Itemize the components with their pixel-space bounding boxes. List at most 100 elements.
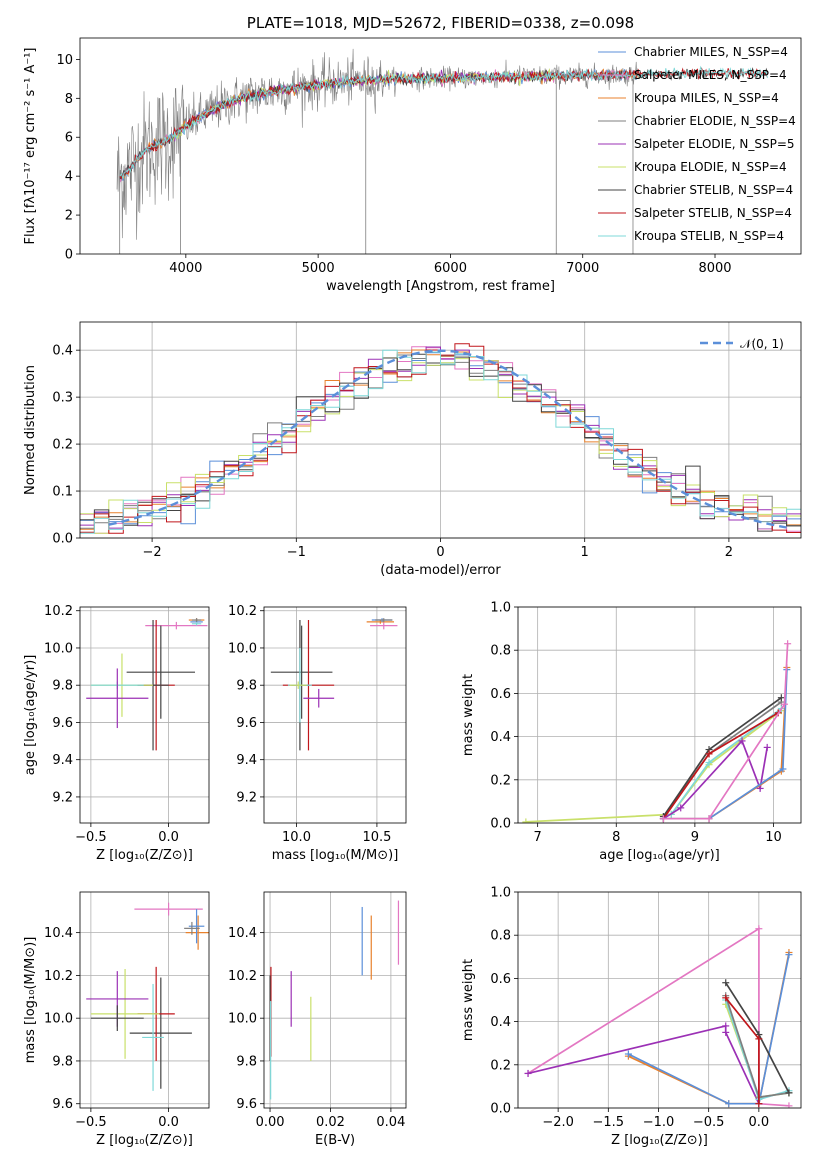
axes-frame [79, 321, 802, 539]
x-axis-label: Z [log₁₀(Z/Z⊙)] [96, 1133, 193, 1148]
legend-label: Chabrier ELODIE, N_SSP=4 [634, 114, 796, 128]
x-tick-label: 10.0 [282, 830, 311, 845]
x-tick-label: 0.0 [158, 1115, 179, 1130]
y-tick-label: 9.8 [52, 1054, 73, 1069]
panel-age-vs-Z: −0.5 0.0 9.2 9.4 9.6 9.8 10.0 10.2 Z [log₁₀(Z/Z⊙… [23, 604, 210, 863]
y-tick-label: 9.6 [52, 716, 73, 731]
y-tick-label: 0 [65, 248, 73, 263]
weight-line [724, 995, 790, 1099]
legend-label: Salpeter STELIB, N_SSP=4 [634, 206, 792, 220]
x-tick-label: 0.02 [316, 1115, 345, 1130]
y-tick-label: 0.0 [52, 532, 73, 547]
y-tick-label: 4 [65, 170, 73, 185]
weight-line [724, 999, 790, 1101]
y-axis-label: mass weight [461, 959, 476, 1041]
panel-mass-vs-Z: −0.5 0.0 9.6 9.8 10.0 10.2 10.4 Z [log₁₀(Z/Z⊙)]… [23, 891, 210, 1148]
plot-area [86, 618, 208, 751]
y-tick-label: 10.4 [44, 926, 73, 941]
y-axis-label: mass weight [461, 674, 476, 756]
y-tick-label: 0.2 [490, 773, 511, 788]
axes-frame [263, 606, 407, 824]
plot-area [80, 343, 801, 534]
x-tick-label: −0.5 [75, 830, 107, 845]
plot-area [86, 902, 209, 1091]
y-axis-label: age [log₁₀(age/yr)] [23, 655, 38, 776]
y-axis-label: Normed distribution [23, 365, 38, 495]
panel-spectrum: 4000 5000 6000 7000 8000 0 2 4 6 8 10 wavelength [A… [23, 14, 802, 294]
y-tick-label: 10.2 [228, 604, 257, 619]
y-tick-label: 9.8 [236, 679, 257, 694]
y-tick-label: 9.6 [236, 716, 257, 731]
x-tick-label: 0.00 [256, 1115, 285, 1130]
y-tick-label: 10 [56, 53, 73, 68]
weight-line [628, 954, 790, 1105]
x-tick-label: −2 [143, 545, 162, 560]
x-tick-label: −1 [287, 545, 306, 560]
x-axis-label: Z [log₁₀(Z/Z⊙)] [96, 848, 193, 863]
legend-label: Chabrier MILES, N_SSP=4 [634, 45, 788, 59]
weight-line [724, 1004, 790, 1099]
y-tick-label: 10.0 [228, 641, 257, 656]
legend-label: Kroupa MILES, N_SSP=4 [634, 91, 779, 105]
x-tick-label: −0.5 [75, 1115, 107, 1130]
y-tick-label: 1.0 [490, 886, 511, 901]
y-tick-label: 8 [65, 92, 73, 107]
x-tick-label: −1.0 [643, 1115, 675, 1130]
x-tick-label: 8 [612, 830, 620, 845]
axes-frame [517, 891, 802, 1109]
x-tick-label: 0.0 [158, 830, 179, 845]
y-axis-label: mass [log₁₀(M/M⊙)] [23, 937, 38, 1064]
y-tick-label: 10.0 [44, 641, 73, 656]
x-tick-label: 4000 [169, 261, 202, 276]
x-tick-label: 1 [581, 545, 589, 560]
panel-mass-weight-vs-Z: −2.0 −1.5 −1.0 −0.5 0.0 0.0 0.2 0.4 0.6 0.8 1.0 Z [… [461, 886, 802, 1148]
x-tick-label: 9 [691, 830, 699, 845]
legend-label: Salpeter MILES, N_SSP=4 [634, 68, 787, 82]
axes-frame [79, 606, 210, 824]
y-tick-label: 0.6 [490, 687, 511, 702]
x-tick-label: 2 [725, 545, 733, 560]
x-tick-label: 10.5 [362, 830, 391, 845]
y-tick-label: 0.4 [52, 344, 73, 359]
y-tick-label: 9.6 [236, 1097, 257, 1112]
legend-label: Kroupa ELODIE, N_SSP=4 [634, 160, 787, 174]
y-tick-label: 9.2 [52, 790, 73, 805]
x-axis-label: (data-model)/error [380, 563, 501, 578]
x-tick-label: −0.5 [693, 1115, 725, 1130]
panel-age-vs-mass: 10.0 10.5 9.2 9.4 9.6 9.8 10.0 10.2 mass [log₁₀(… [228, 604, 407, 863]
x-tick-label: 8000 [698, 261, 731, 276]
panel-residuals: −2 −1 0 1 2 0.0 0.1 0.2 0.3 0.4 (data-model)/error… [23, 321, 802, 578]
plot-area [522, 640, 792, 823]
x-tick-label: 0.04 [376, 1115, 405, 1130]
y-tick-label: 9.4 [52, 753, 73, 768]
y-tick-label: 0.8 [490, 929, 511, 944]
chart-title: PLATE=1018, MJD=52672, FIBERID=0338, z=0… [247, 14, 634, 32]
x-axis-label: Z [log₁₀(Z/Z⊙)] [611, 1133, 708, 1148]
weight-line [527, 927, 790, 1107]
axes-frame [263, 891, 407, 1109]
y-tick-label: 10.0 [228, 1012, 257, 1027]
y-tick-label: 0.4 [490, 730, 511, 745]
y-tick-label: 0.0 [490, 817, 511, 832]
y-tick-label: 0.3 [52, 391, 73, 406]
y-tick-label: 2 [65, 209, 73, 224]
x-tick-label: 7 [534, 830, 542, 845]
weight-line [663, 643, 789, 820]
x-tick-label: 0 [436, 545, 444, 560]
y-tick-label: 0.1 [52, 485, 73, 500]
y-tick-label: 9.8 [52, 679, 73, 694]
x-axis-label: wavelength [Angstrom, rest frame] [326, 279, 555, 294]
plot-area [269, 900, 400, 1100]
panel-mass-weight-vs-age: 7 8 9 10 0.0 0.2 0.4 0.6 0.8 1.0 age [log₁₀(age/yr… [461, 601, 802, 863]
axes-frame [517, 606, 802, 824]
model-line [119, 67, 768, 180]
legend-label: 𝒩(0, 1) [740, 337, 784, 351]
y-tick-label: 10.2 [44, 969, 73, 984]
y-tick-label: 0.2 [52, 438, 73, 453]
y-tick-label: 10.2 [44, 604, 73, 619]
panel-mass-vs-EBV: 0.00 0.02 0.04 9.6 9.8 10.0 10.2 10.4 E(B-V) [228, 891, 407, 1148]
y-tick-label: 6 [65, 131, 73, 146]
legend-label: Chabrier STELIB, N_SSP=4 [634, 183, 793, 197]
y-tick-label: 9.4 [236, 753, 257, 768]
